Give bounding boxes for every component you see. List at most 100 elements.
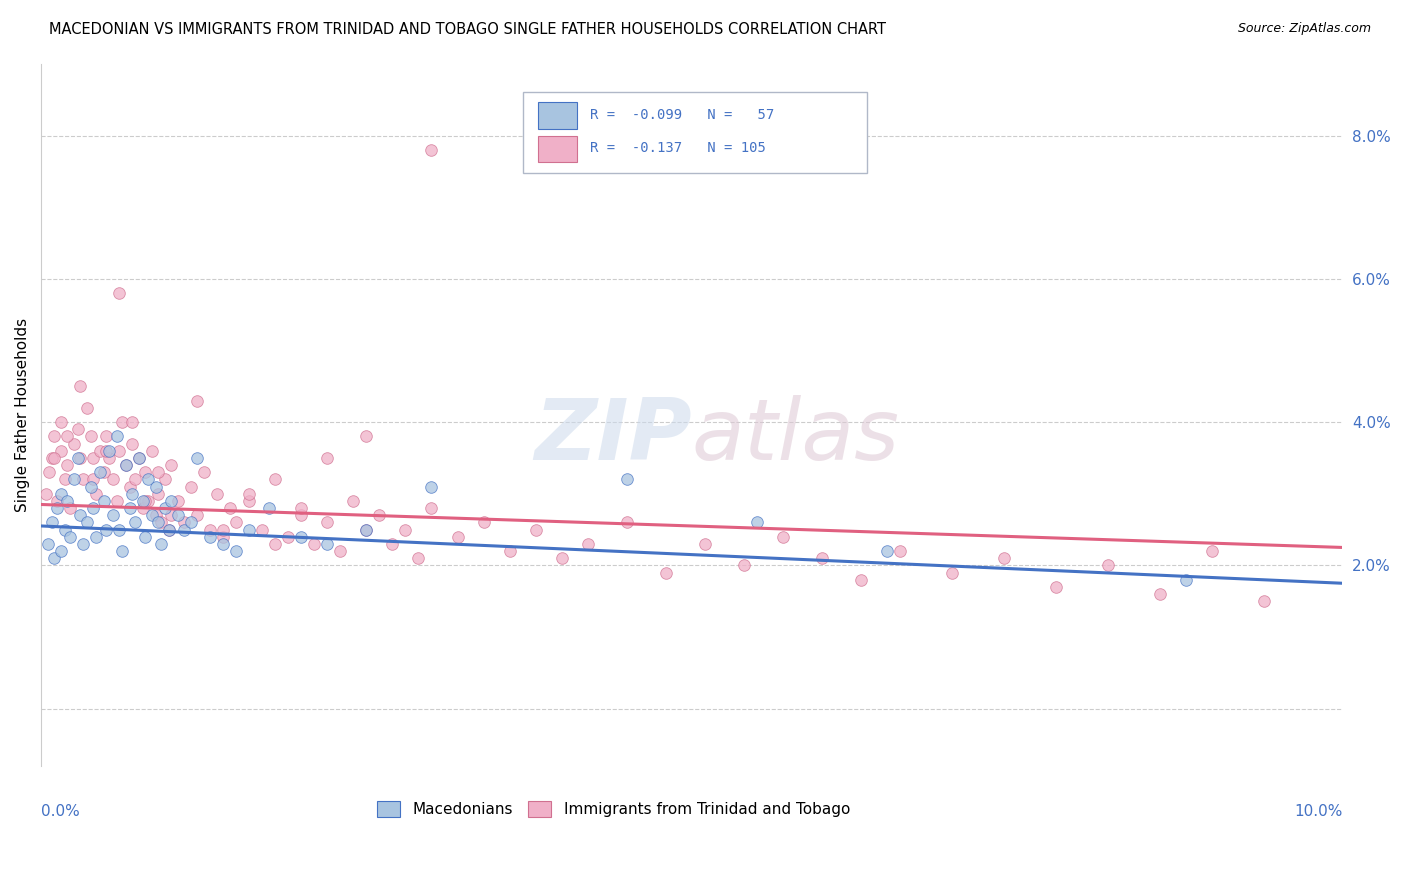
Point [257, 501, 280, 516]
Point [356, 523, 378, 537]
Point [134, 494, 156, 508]
Point [93, 494, 115, 508]
Point [105, 494, 128, 508]
Point [118, 501, 141, 516]
Point [96, 429, 118, 443]
Point [264, 537, 287, 551]
Point [76, 401, 98, 415]
Point [56, 429, 79, 443]
Point [394, 523, 416, 537]
Point [1175, 573, 1198, 587]
Point [316, 516, 339, 530]
Point [616, 516, 638, 530]
Point [524, 523, 547, 537]
Point [42, 450, 65, 465]
Point [654, 566, 676, 580]
Point [238, 523, 260, 537]
Bar [538, 136, 578, 162]
Point [186, 508, 208, 523]
Point [114, 458, 136, 472]
Point [72, 537, 94, 551]
Point [149, 516, 172, 530]
Point [53, 472, 76, 486]
Point [134, 465, 156, 479]
Point [62, 472, 84, 486]
Point [225, 544, 247, 558]
Point [97, 450, 120, 465]
Point [745, 516, 768, 530]
Point [160, 494, 183, 508]
Point [277, 530, 299, 544]
Point [96, 443, 118, 458]
Point [41, 516, 63, 530]
Point [66, 422, 89, 436]
Point [56, 494, 79, 508]
Point [876, 544, 898, 558]
Point [82, 450, 104, 465]
Point [49, 544, 72, 558]
Point [72, 472, 94, 486]
Point [101, 508, 124, 523]
Point [105, 429, 128, 443]
Point [82, 501, 104, 516]
Point [148, 487, 170, 501]
Point [76, 516, 98, 530]
Point [941, 566, 963, 580]
Point [1045, 580, 1067, 594]
Point [111, 544, 134, 558]
Point [616, 472, 638, 486]
Point [124, 472, 146, 486]
Text: atlas: atlas [692, 394, 900, 477]
Point [141, 443, 163, 458]
Point [225, 516, 247, 530]
Point [145, 479, 167, 493]
Y-axis label: Single Father Households: Single Father Households [15, 318, 30, 512]
Text: ZIP: ZIP [534, 394, 692, 477]
Point [290, 508, 312, 523]
Point [290, 501, 312, 516]
Text: R =  -0.137   N = 105: R = -0.137 N = 105 [591, 141, 766, 155]
Point [121, 487, 143, 501]
Point [550, 551, 572, 566]
Point [368, 508, 391, 523]
Point [128, 450, 150, 465]
Point [218, 501, 240, 516]
Point [153, 501, 176, 516]
Point [124, 516, 146, 530]
Point [148, 516, 170, 530]
Point [160, 508, 183, 523]
Point [889, 544, 911, 558]
Point [79, 429, 101, 443]
Point [420, 143, 443, 157]
Point [238, 494, 260, 508]
Point [316, 537, 339, 551]
Point [121, 415, 143, 429]
Point [53, 523, 76, 537]
Point [59, 530, 82, 544]
Point [118, 479, 141, 493]
Point [1201, 544, 1223, 558]
Point [153, 472, 176, 486]
Text: Source: ZipAtlas.com: Source: ZipAtlas.com [1237, 22, 1371, 36]
Point [89, 465, 111, 479]
Point [134, 530, 156, 544]
Point [69, 450, 91, 465]
Point [180, 516, 202, 530]
Point [93, 465, 115, 479]
Point [186, 393, 208, 408]
Point [173, 523, 195, 537]
Point [66, 450, 89, 465]
Point [49, 443, 72, 458]
Point [128, 450, 150, 465]
Point [145, 508, 167, 523]
Point [356, 523, 378, 537]
Point [96, 523, 118, 537]
Point [498, 544, 520, 558]
Point [131, 494, 153, 508]
Point [79, 479, 101, 493]
Point [45, 494, 67, 508]
Point [212, 530, 235, 544]
Point [59, 501, 82, 516]
Point [160, 458, 183, 472]
Point [1097, 558, 1119, 573]
